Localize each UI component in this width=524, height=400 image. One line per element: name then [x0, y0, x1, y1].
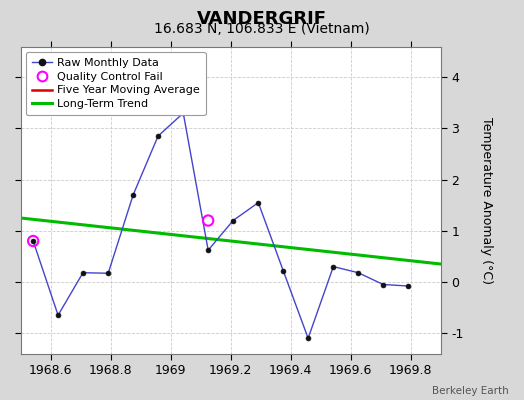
Text: Berkeley Earth: Berkeley Earth — [432, 386, 508, 396]
Point — [204, 217, 212, 224]
Legend: Raw Monthly Data, Quality Control Fail, Five Year Moving Average, Long-Term Tren: Raw Monthly Data, Quality Control Fail, … — [26, 52, 205, 115]
Point — [29, 238, 37, 244]
Text: VANDERGRIF: VANDERGRIF — [197, 10, 327, 28]
Text: 16.683 N, 106.833 E (Vietnam): 16.683 N, 106.833 E (Vietnam) — [154, 22, 370, 36]
Y-axis label: Temperature Anomaly (°C): Temperature Anomaly (°C) — [481, 116, 493, 284]
